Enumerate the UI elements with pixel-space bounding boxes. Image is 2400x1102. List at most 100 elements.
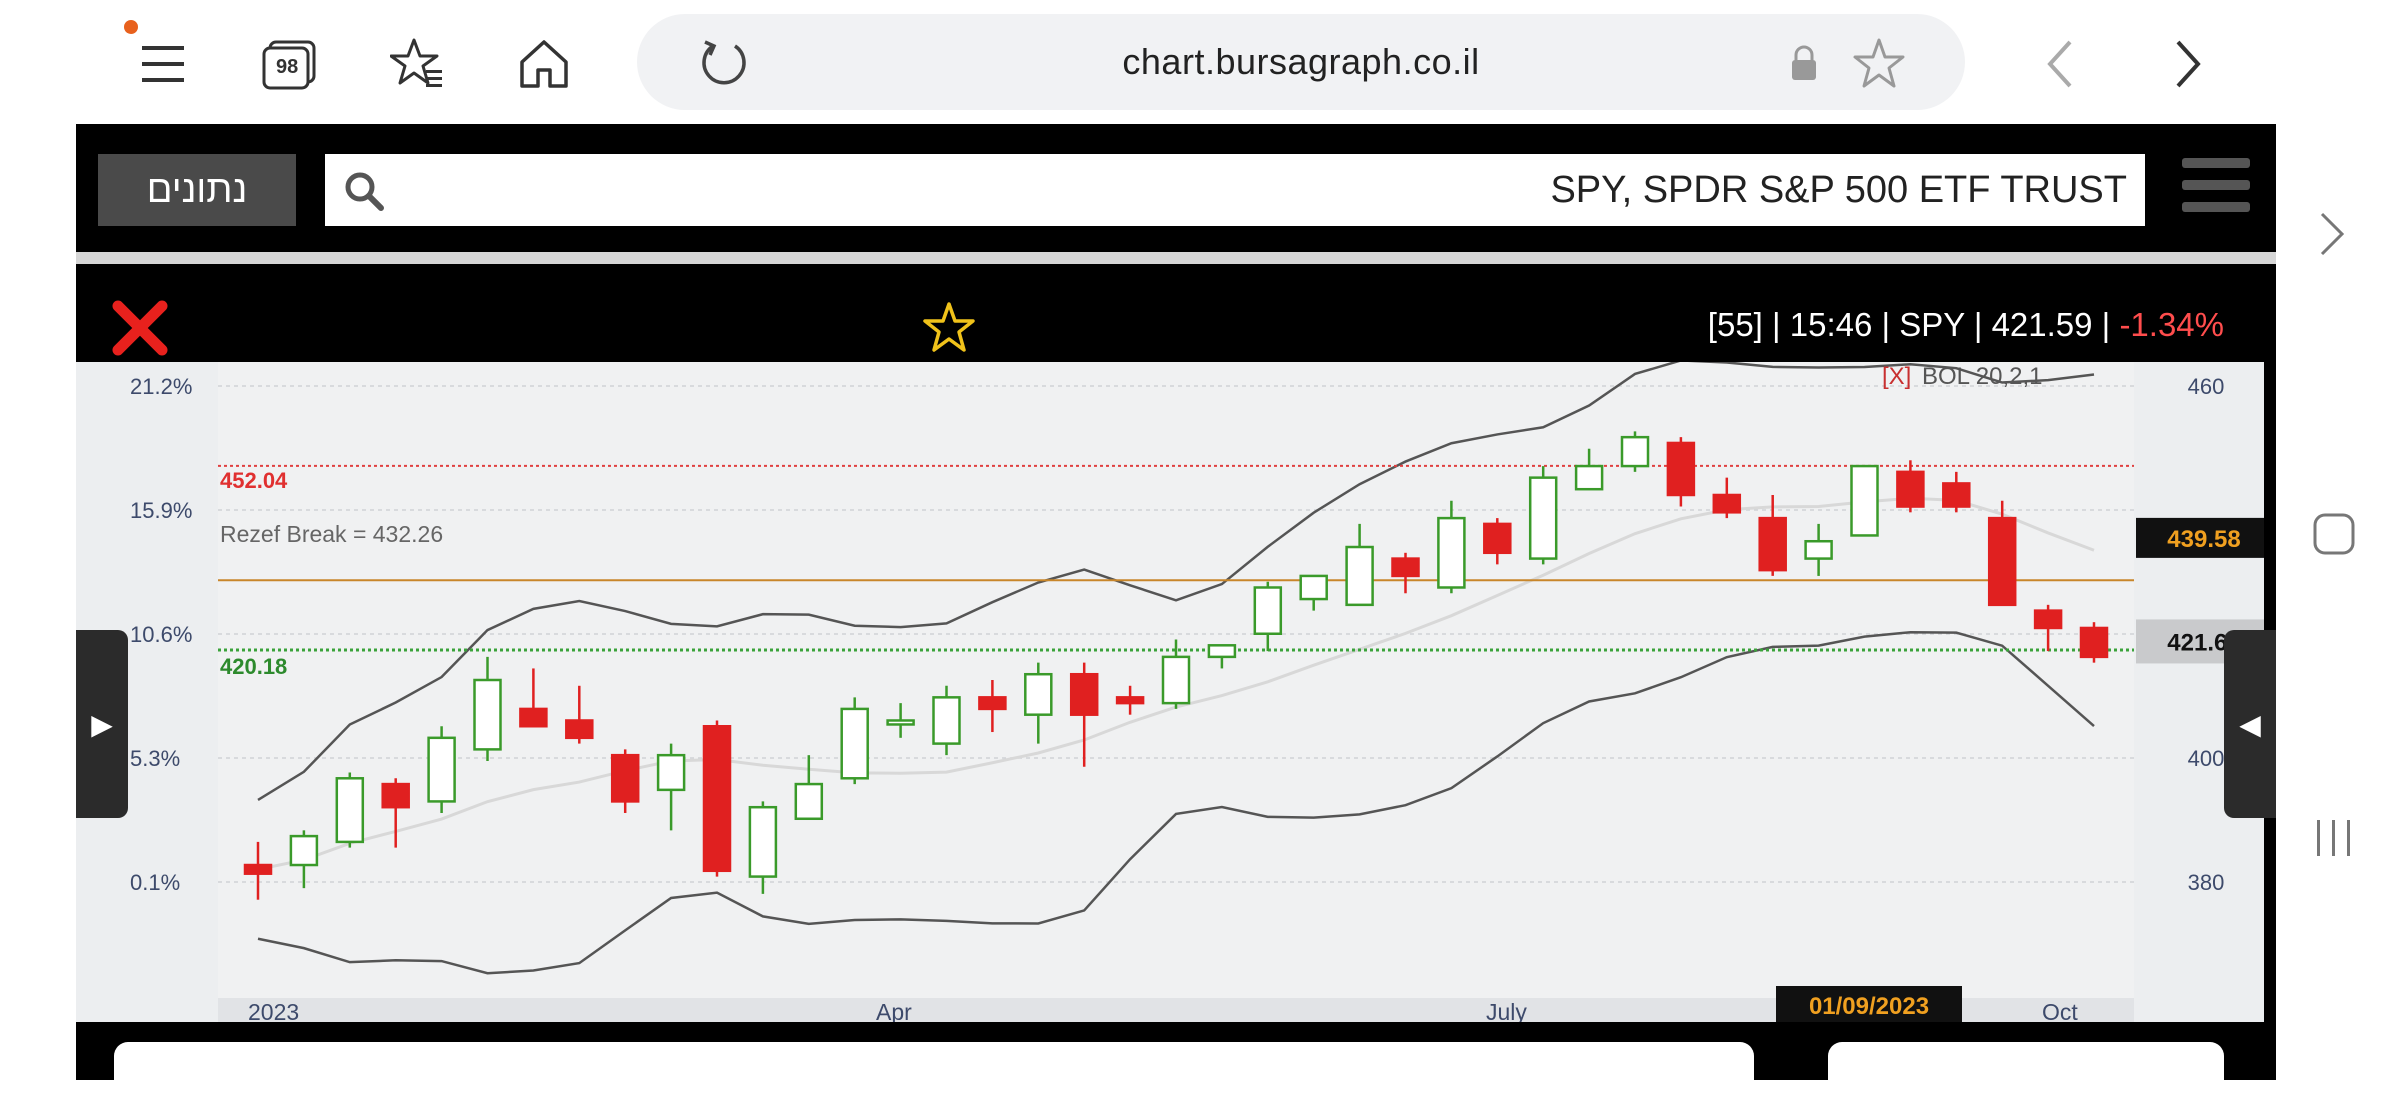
candle-body (473, 678, 502, 751)
play-right-icon: ▶ (91, 708, 113, 740)
candle-body (2033, 609, 2063, 630)
tabs-icon[interactable]: 98 (254, 28, 326, 100)
candle-body (886, 719, 915, 726)
right-panel-toggle[interactable]: ◀ (2224, 630, 2276, 818)
chart-canvas[interactable]: 21.2% 15.9% 10.6% 5.3% 0.1% 460 400 380 452.04 Re… (76, 362, 2264, 1022)
candle-body (1620, 435, 1650, 468)
indicator-close-icon: [X] (1882, 363, 1911, 390)
date-cursor-tag (1776, 986, 1962, 1022)
candle-body (1299, 574, 1328, 601)
divider (76, 252, 2276, 264)
left-axis-tick-label: 10.6% (130, 622, 192, 647)
left-axis-tick-label: 5.3% (130, 746, 180, 771)
candle-body (1804, 539, 1833, 560)
right-axis-tick-label: 460 (2188, 374, 2225, 399)
candle-body (978, 696, 1007, 711)
left-axis-tick-label: 15.9% (130, 498, 192, 523)
price-tag-current (2136, 517, 2264, 558)
candle-body (840, 707, 869, 780)
candle-body (1115, 696, 1145, 705)
candle-body (1528, 476, 1558, 560)
candle-body (702, 725, 732, 873)
left-axis-tick-label: 0.1% (130, 870, 180, 895)
chevron-right-icon[interactable] (2318, 210, 2348, 263)
bookmarks-icon[interactable] (382, 28, 454, 100)
candle-body (656, 753, 686, 792)
candle-body (1207, 644, 1237, 659)
home-square-icon[interactable] (2312, 512, 2356, 561)
bottom-card-left[interactable] (114, 1042, 1754, 1102)
candle-body (1345, 545, 1374, 607)
x-axis-label: July (1486, 999, 1527, 1022)
candle-body (1391, 557, 1420, 578)
candle-body (519, 707, 548, 728)
close-chart-icon[interactable] (112, 300, 168, 361)
browser-toolbar: 98 chart.bursagraph.co.il (0, 0, 2276, 124)
tab-count: 98 (276, 56, 299, 78)
left-panel-toggle[interactable]: ▶ (76, 630, 128, 818)
candle-body (243, 863, 273, 875)
system-navigation (2276, 0, 2400, 1080)
left-axis-tick-label: 21.2% (130, 374, 192, 399)
recents-icon[interactable] (2314, 818, 2354, 863)
back-icon[interactable] (2024, 28, 2096, 100)
price-chart[interactable]: 21.2% 15.9% 10.6% 5.3% 0.1% 460 400 380 452.04 Re… (76, 362, 2264, 1022)
candle-body (1896, 470, 1925, 508)
play-left-icon: ◀ (2239, 708, 2261, 740)
candle-body (1253, 586, 1283, 635)
candle-body (335, 777, 365, 844)
menu-icon[interactable] (128, 28, 200, 100)
candle-body (794, 782, 824, 821)
bottom-card-right[interactable] (1828, 1042, 2224, 1102)
address-bar[interactable]: chart.bursagraph.co.il (637, 14, 1965, 110)
search-value: SPY, SPDR S&P 500 ETF TRUST (1550, 168, 2127, 211)
bollinger-upper-band (257, 362, 2095, 802)
lock-icon (1787, 44, 1821, 84)
right-axis-tick-label: 400 (2188, 746, 2225, 771)
rezef-break-label: Rezef Break = 432.26 (220, 521, 443, 547)
symbol-search-input[interactable]: SPY, SPDR S&P 500 ETF TRUST (325, 154, 2145, 226)
x-axis-label: Oct (2042, 999, 2078, 1022)
indicator-label: BOL 20,2,1 (1922, 363, 2043, 390)
x-axis-label: 2023 (248, 999, 299, 1022)
website-content: נתונים SPY, SPDR S&P 500 ETF TRUST [55] … (76, 124, 2276, 1102)
date-cursor-label: 01/09/2023 (1809, 993, 1929, 1020)
candle-body (1758, 516, 1787, 572)
change-percent: -1.34% (2119, 306, 2224, 343)
reload-icon[interactable] (697, 36, 749, 88)
x-axis-label: Apr (876, 999, 912, 1022)
candle-body (1483, 522, 1512, 555)
bollinger-lower-band (257, 630, 2095, 975)
candle-body (1437, 516, 1466, 589)
candle-body (610, 753, 640, 803)
candle-body (1069, 672, 1099, 716)
candle-body (1850, 464, 1879, 537)
favorite-star-icon[interactable] (920, 300, 978, 361)
bookmark-star-icon[interactable] (1851, 36, 1907, 92)
candle-body (289, 834, 319, 867)
url-text[interactable]: chart.bursagraph.co.il (1122, 41, 1480, 82)
candle-body (1987, 516, 2017, 607)
quote-text: [55] | 15:46 | SPY | 421.59 | (1707, 306, 2120, 343)
candle-body (1712, 493, 1742, 514)
data-button[interactable]: נתונים (98, 154, 296, 226)
candle-body (2079, 626, 2109, 659)
home-icon[interactable] (508, 28, 580, 100)
candle-body (748, 805, 778, 878)
candle-body (1574, 464, 1604, 491)
level-label-green: 420.18 (220, 654, 287, 679)
price-tag-current-label: 439.58 (2167, 526, 2240, 553)
quote-info: [55] | 15:46 | SPY | 421.59 | -1.34% (1708, 306, 2224, 344)
forward-icon[interactable] (2152, 28, 2224, 100)
candle-body (1942, 482, 1971, 508)
candle-body (1161, 655, 1191, 705)
candle-body (932, 696, 961, 745)
search-icon[interactable] (343, 170, 385, 217)
candle-body (427, 736, 456, 803)
notification-dot (124, 20, 138, 34)
right-axis-tick-label: 380 (2188, 870, 2225, 895)
candle-body (1024, 672, 1053, 716)
candle-body (565, 719, 594, 740)
hamburger-menu-icon[interactable] (2180, 154, 2252, 223)
candle-body (381, 782, 410, 809)
